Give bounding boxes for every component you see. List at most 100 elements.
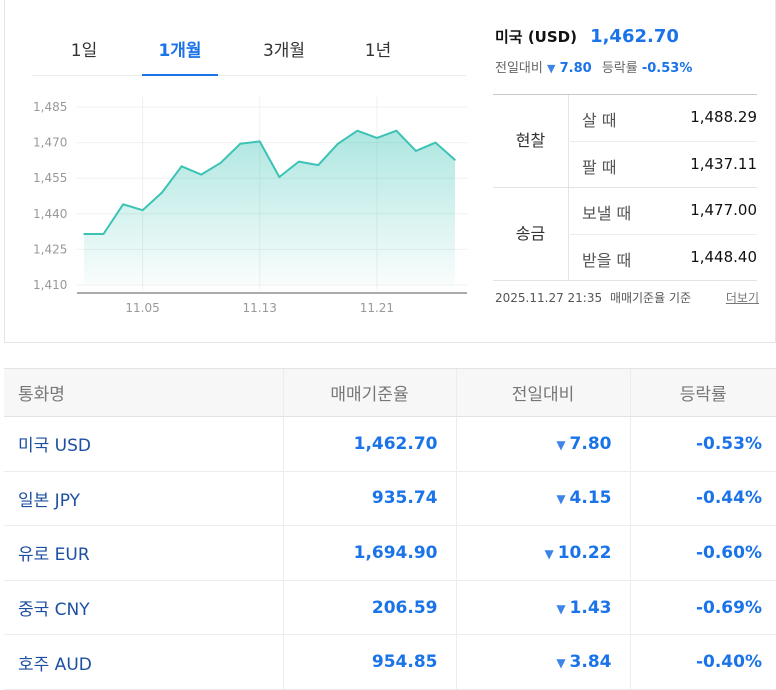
x-tick-label: 11.05 [125, 301, 159, 315]
header-base-rate: 매매기준율 [282, 368, 456, 417]
header-change-rate: 등락률 [629, 368, 776, 417]
change-label: 전일대비 [495, 61, 543, 76]
quote-group-transfer: 송금 보낼 때 1,477.00 받을 때 1,448.40 [493, 188, 757, 281]
data-point [83, 233, 85, 235]
base-rate-cell: 935.74 [282, 471, 456, 527]
y-tick-label: 1,440 [33, 207, 67, 221]
quote-label: 살 때 [582, 111, 617, 130]
quote-row: 살 때 1,488.29 [570, 95, 757, 141]
change-cell: ▼ 1.43 [455, 580, 630, 636]
rate-value: -0.53% [641, 61, 693, 76]
currency-summary: 미국 (USD) 1,462.70 전일대비 ▼ 7.80 등락률 -0.53% [495, 26, 765, 76]
quote-row: 받을 때 1,448.40 [570, 234, 757, 280]
data-point [278, 176, 281, 178]
quote-label: 보낼 때 [582, 204, 632, 223]
quote-table: 현찰 살 때 1,488.29 팔 때 1,437.11 송금 보낼 때 1,4… [493, 94, 757, 281]
change-cell: ▼ 10.22 [455, 525, 630, 581]
y-tick-label: 1,425 [33, 242, 67, 256]
change-value: 10.22 [557, 542, 612, 563]
data-point [298, 160, 300, 163]
table-row[interactable]: 호주 AUD 954.85 ▼ 3.84 -0.40% [4, 634, 776, 690]
quote-value: 1,437.11 [690, 155, 757, 173]
change-rate-cell: -0.40% [629, 634, 776, 690]
table-row[interactable]: 유로 EUR 1,694.90 ▼ 10.22 -0.60% [4, 525, 776, 581]
quote-footnote: 2025.11.27 21:35 매매기준율 기준 더보기 [495, 289, 759, 306]
change-value: 7.80 [559, 61, 592, 76]
change-cell: ▼ 4.15 [455, 471, 630, 527]
tab-1-month[interactable]: 1개월 [142, 36, 218, 76]
data-point [239, 143, 241, 145]
more-link[interactable]: 더보기 [725, 291, 759, 305]
quote-row: 보낼 때 1,477.00 [570, 188, 757, 234]
down-arrow-icon: ▼ [544, 546, 554, 561]
series-area [84, 130, 455, 285]
table-header-row: 통화명 매매기준율 전일대비 등락률 [4, 368, 776, 417]
quote-basis: 매매기준율 기준 [609, 291, 692, 305]
change-value: 7.80 [569, 433, 612, 454]
change-value: 1.43 [569, 597, 612, 618]
current-price: 1,462.70 [590, 26, 679, 47]
change-value: 4.15 [569, 488, 612, 509]
currency-name-cell[interactable]: 호주 AUD [4, 634, 283, 690]
rate-label: 등락률 [601, 61, 638, 76]
data-point [395, 129, 398, 132]
header-currency: 통화명 [4, 368, 283, 417]
x-tick-label: 11.21 [360, 301, 394, 315]
period-tabs: 1일 1개월 3개월 1년 [32, 0, 466, 76]
down-arrow-icon: ▼ [546, 62, 556, 75]
change-rate-cell: -0.53% [629, 416, 776, 472]
quote-label: 받을 때 [582, 251, 632, 270]
table-row[interactable]: 일본 JPY 935.74 ▼ 4.15 -0.44% [4, 471, 776, 527]
data-point [317, 164, 320, 166]
change-value: 3.84 [569, 652, 612, 673]
data-point [258, 140, 261, 143]
down-arrow-icon: ▼ [556, 601, 566, 616]
exchange-rate-chart: 1,485 1,470 1,455 1,440 1,425 1,410 11.05 11.13… [33, 97, 467, 315]
change-rate-cell: -0.44% [629, 471, 776, 527]
base-rate-cell: 1,694.90 [282, 525, 456, 581]
quote-row: 팔 때 1,437.11 [570, 141, 757, 187]
data-point [102, 233, 105, 235]
data-point [356, 129, 359, 132]
currency-name-cell[interactable]: 유로 EUR [4, 525, 283, 581]
base-rate-cell: 1,462.70 [282, 416, 456, 472]
tab-1-day[interactable]: 1일 [70, 41, 98, 61]
tab-1-year[interactable]: 1년 [364, 41, 392, 61]
table-row[interactable]: 미국 USD 1,462.70 ▼ 7.80 -0.53% [4, 416, 776, 472]
change-cell: ▼ 3.84 [455, 634, 630, 690]
table-row[interactable]: 중국 CNY 206.59 ▼ 1.43 -0.69% [4, 580, 776, 636]
series-line [84, 129, 456, 235]
quote-value: 1,477.00 [690, 201, 757, 219]
data-point [415, 150, 417, 152]
y-tick-label: 1,470 [33, 136, 67, 150]
data-point [122, 203, 124, 206]
tab-3-months[interactable]: 3개월 [262, 41, 306, 61]
currency-name-cell[interactable]: 미국 USD [4, 416, 283, 472]
base-rate-cell: 954.85 [282, 634, 456, 690]
quote-group-label: 송금 [493, 188, 569, 280]
currency-name-cell[interactable]: 중국 CNY [4, 580, 283, 636]
quote-group-label: 현찰 [493, 95, 569, 187]
y-tick-label: 1,485 [33, 100, 67, 114]
data-point [180, 165, 183, 168]
down-arrow-icon: ▼ [556, 437, 566, 452]
change-rate-cell: -0.69% [629, 580, 776, 636]
data-point [454, 159, 456, 161]
data-point [200, 173, 202, 176]
currency-name-cell[interactable]: 일본 JPY [4, 471, 283, 527]
y-tick-label: 1,410 [33, 278, 67, 292]
data-point [161, 191, 163, 194]
base-rate-cell: 206.59 [282, 580, 456, 636]
change-rate-cell: -0.60% [629, 525, 776, 581]
down-arrow-icon: ▼ [556, 656, 566, 671]
change-cell: ▼ 7.80 [455, 416, 630, 472]
quote-group-cash: 현찰 살 때 1,488.29 팔 때 1,437.11 [493, 95, 757, 188]
x-tick-label: 11.13 [243, 301, 277, 315]
exchange-summary-panel: 1일 1개월 3개월 1년 1,485 1,470 1,455 1,440 1,425 1… [4, 0, 776, 343]
header-change: 전일대비 [455, 368, 630, 417]
data-point [141, 209, 144, 211]
exchange-rate-table: 통화명 매매기준율 전일대비 등락률 미국 USD 1,462.70 ▼ 7.80… [4, 368, 776, 690]
currency-name: 미국 (USD) [495, 28, 577, 46]
data-point [337, 143, 339, 145]
data-point [434, 141, 437, 144]
